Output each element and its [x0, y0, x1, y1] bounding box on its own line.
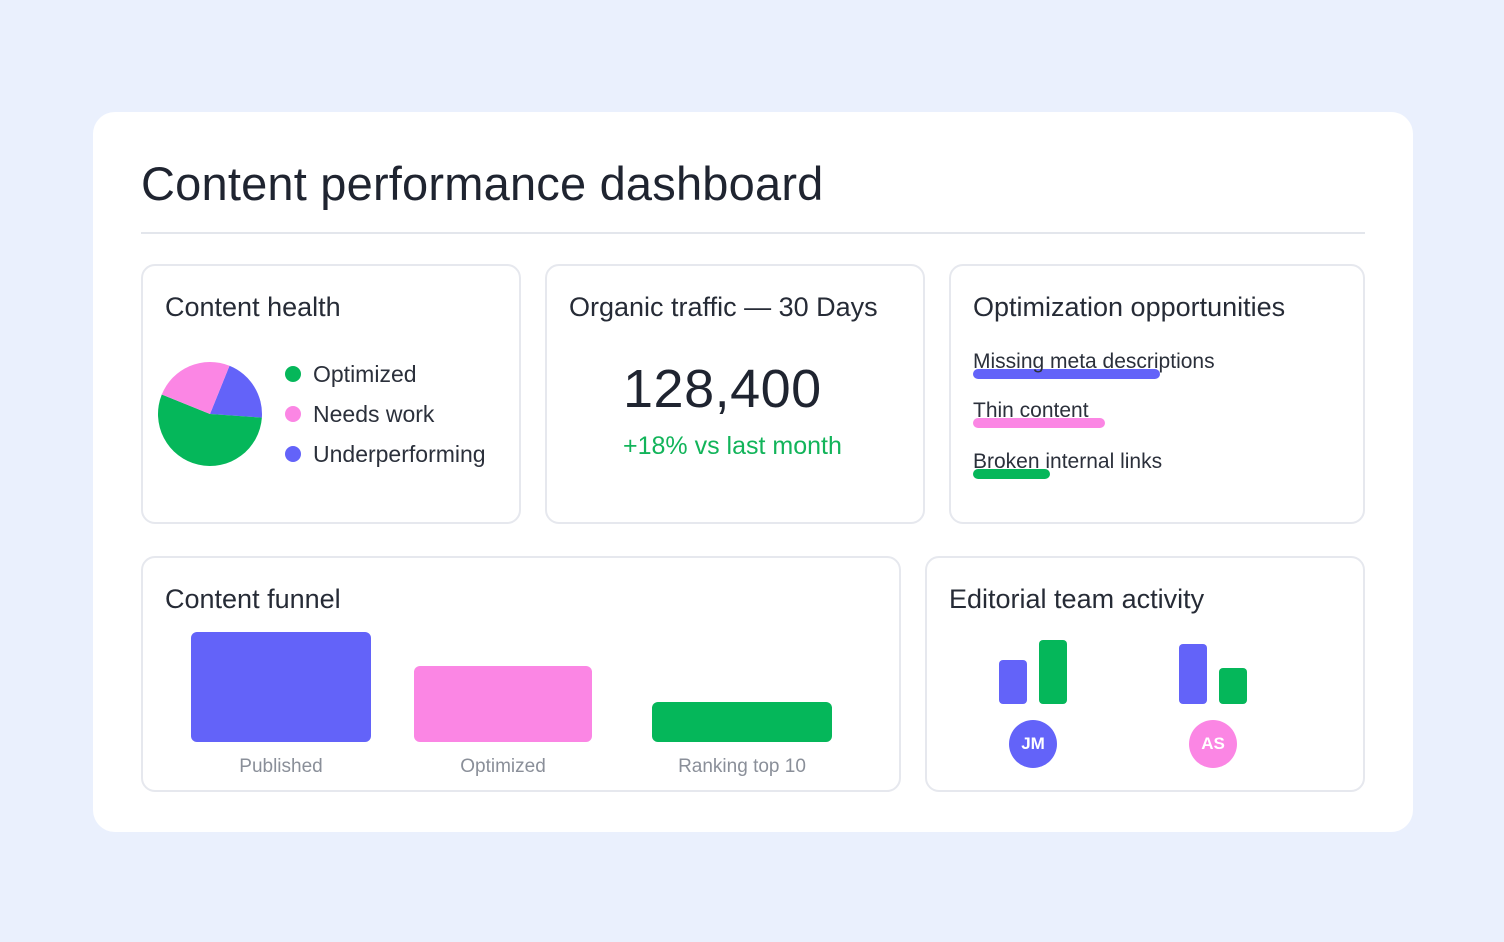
opportunity-broken-links: Broken internal links: [973, 450, 1162, 479]
optimization-opportunities-title: Optimization opportunities: [973, 292, 1286, 322]
traffic-delta: +18% vs last month: [623, 432, 842, 460]
legend-dot-underperforming: [285, 446, 301, 462]
opportunity-bar: [973, 469, 1050, 479]
legend-item-underperforming: Underperforming: [285, 434, 486, 474]
legend-dot-optimized: [285, 366, 301, 382]
organic-traffic-title: Organic traffic — 30 Days: [569, 292, 878, 322]
content-health-legend: Optimized Needs work Underperforming: [285, 354, 486, 474]
pie-slice-needs-work: [161, 362, 230, 414]
team-bar-jm-1: [999, 660, 1027, 704]
funnel-label-ranking: Ranking top 10: [678, 756, 806, 777]
page-title: Content performance dashboard: [141, 157, 824, 210]
organic-traffic-panel: Organic traffic — 30 Days 128,400 +18% v…: [545, 264, 925, 524]
opportunity-bar: [973, 418, 1105, 428]
funnel-bar-ranking: [652, 702, 832, 742]
pie-slice-optimized: [158, 394, 262, 466]
opportunity-bar: [973, 369, 1160, 379]
opportunity-thin-content: Thin content: [973, 399, 1105, 428]
opportunity-label: Broken internal links: [973, 450, 1163, 473]
funnel-label-published: Published: [239, 756, 323, 777]
opportunity-label: Thin content: [973, 399, 1089, 422]
editorial-team-title: Editorial team activity: [949, 584, 1205, 614]
optimization-opportunities-panel: Optimization opportunities Missing meta …: [949, 264, 1365, 524]
editorial-team-panel: Editorial team activity JM AS: [925, 556, 1365, 792]
traffic-value: 128,400: [623, 359, 822, 419]
content-funnel-title: Content funnel: [165, 584, 341, 614]
legend-item-optimized: Optimized: [285, 354, 486, 394]
funnel-bar-optimized: [414, 666, 592, 742]
title-divider: [141, 232, 1365, 234]
legend-dot-needs-work: [285, 406, 301, 422]
content-funnel-panel: Content funnel Published Optimized Ranki…: [141, 556, 901, 792]
opportunity-label: Missing meta descriptions: [973, 350, 1215, 373]
funnel-bar-published: [191, 632, 371, 742]
avatar-jm[interactable]: JM: [1009, 720, 1057, 768]
legend-label: Needs work: [313, 400, 435, 427]
legend-label: Underperforming: [313, 440, 486, 467]
team-bar-jm-2: [1039, 640, 1067, 704]
content-health-panel: Content health Optimized Needs work Unde…: [141, 264, 521, 524]
pie-slice-underperforming: [210, 365, 262, 418]
legend-item-needs-work: Needs work: [285, 394, 486, 434]
team-bar-as-1: [1179, 644, 1207, 704]
funnel-label-optimized: Optimized: [460, 756, 546, 777]
content-health-title: Content health: [165, 292, 341, 322]
dashboard-card: Content performance dashboard Content he…: [93, 112, 1413, 832]
avatar-as[interactable]: AS: [1189, 720, 1237, 768]
team-bar-as-2: [1219, 668, 1247, 704]
opportunity-missing-meta: Missing meta descriptions: [973, 350, 1215, 379]
legend-label: Optimized: [313, 360, 417, 387]
content-health-pie-chart: [158, 362, 262, 466]
